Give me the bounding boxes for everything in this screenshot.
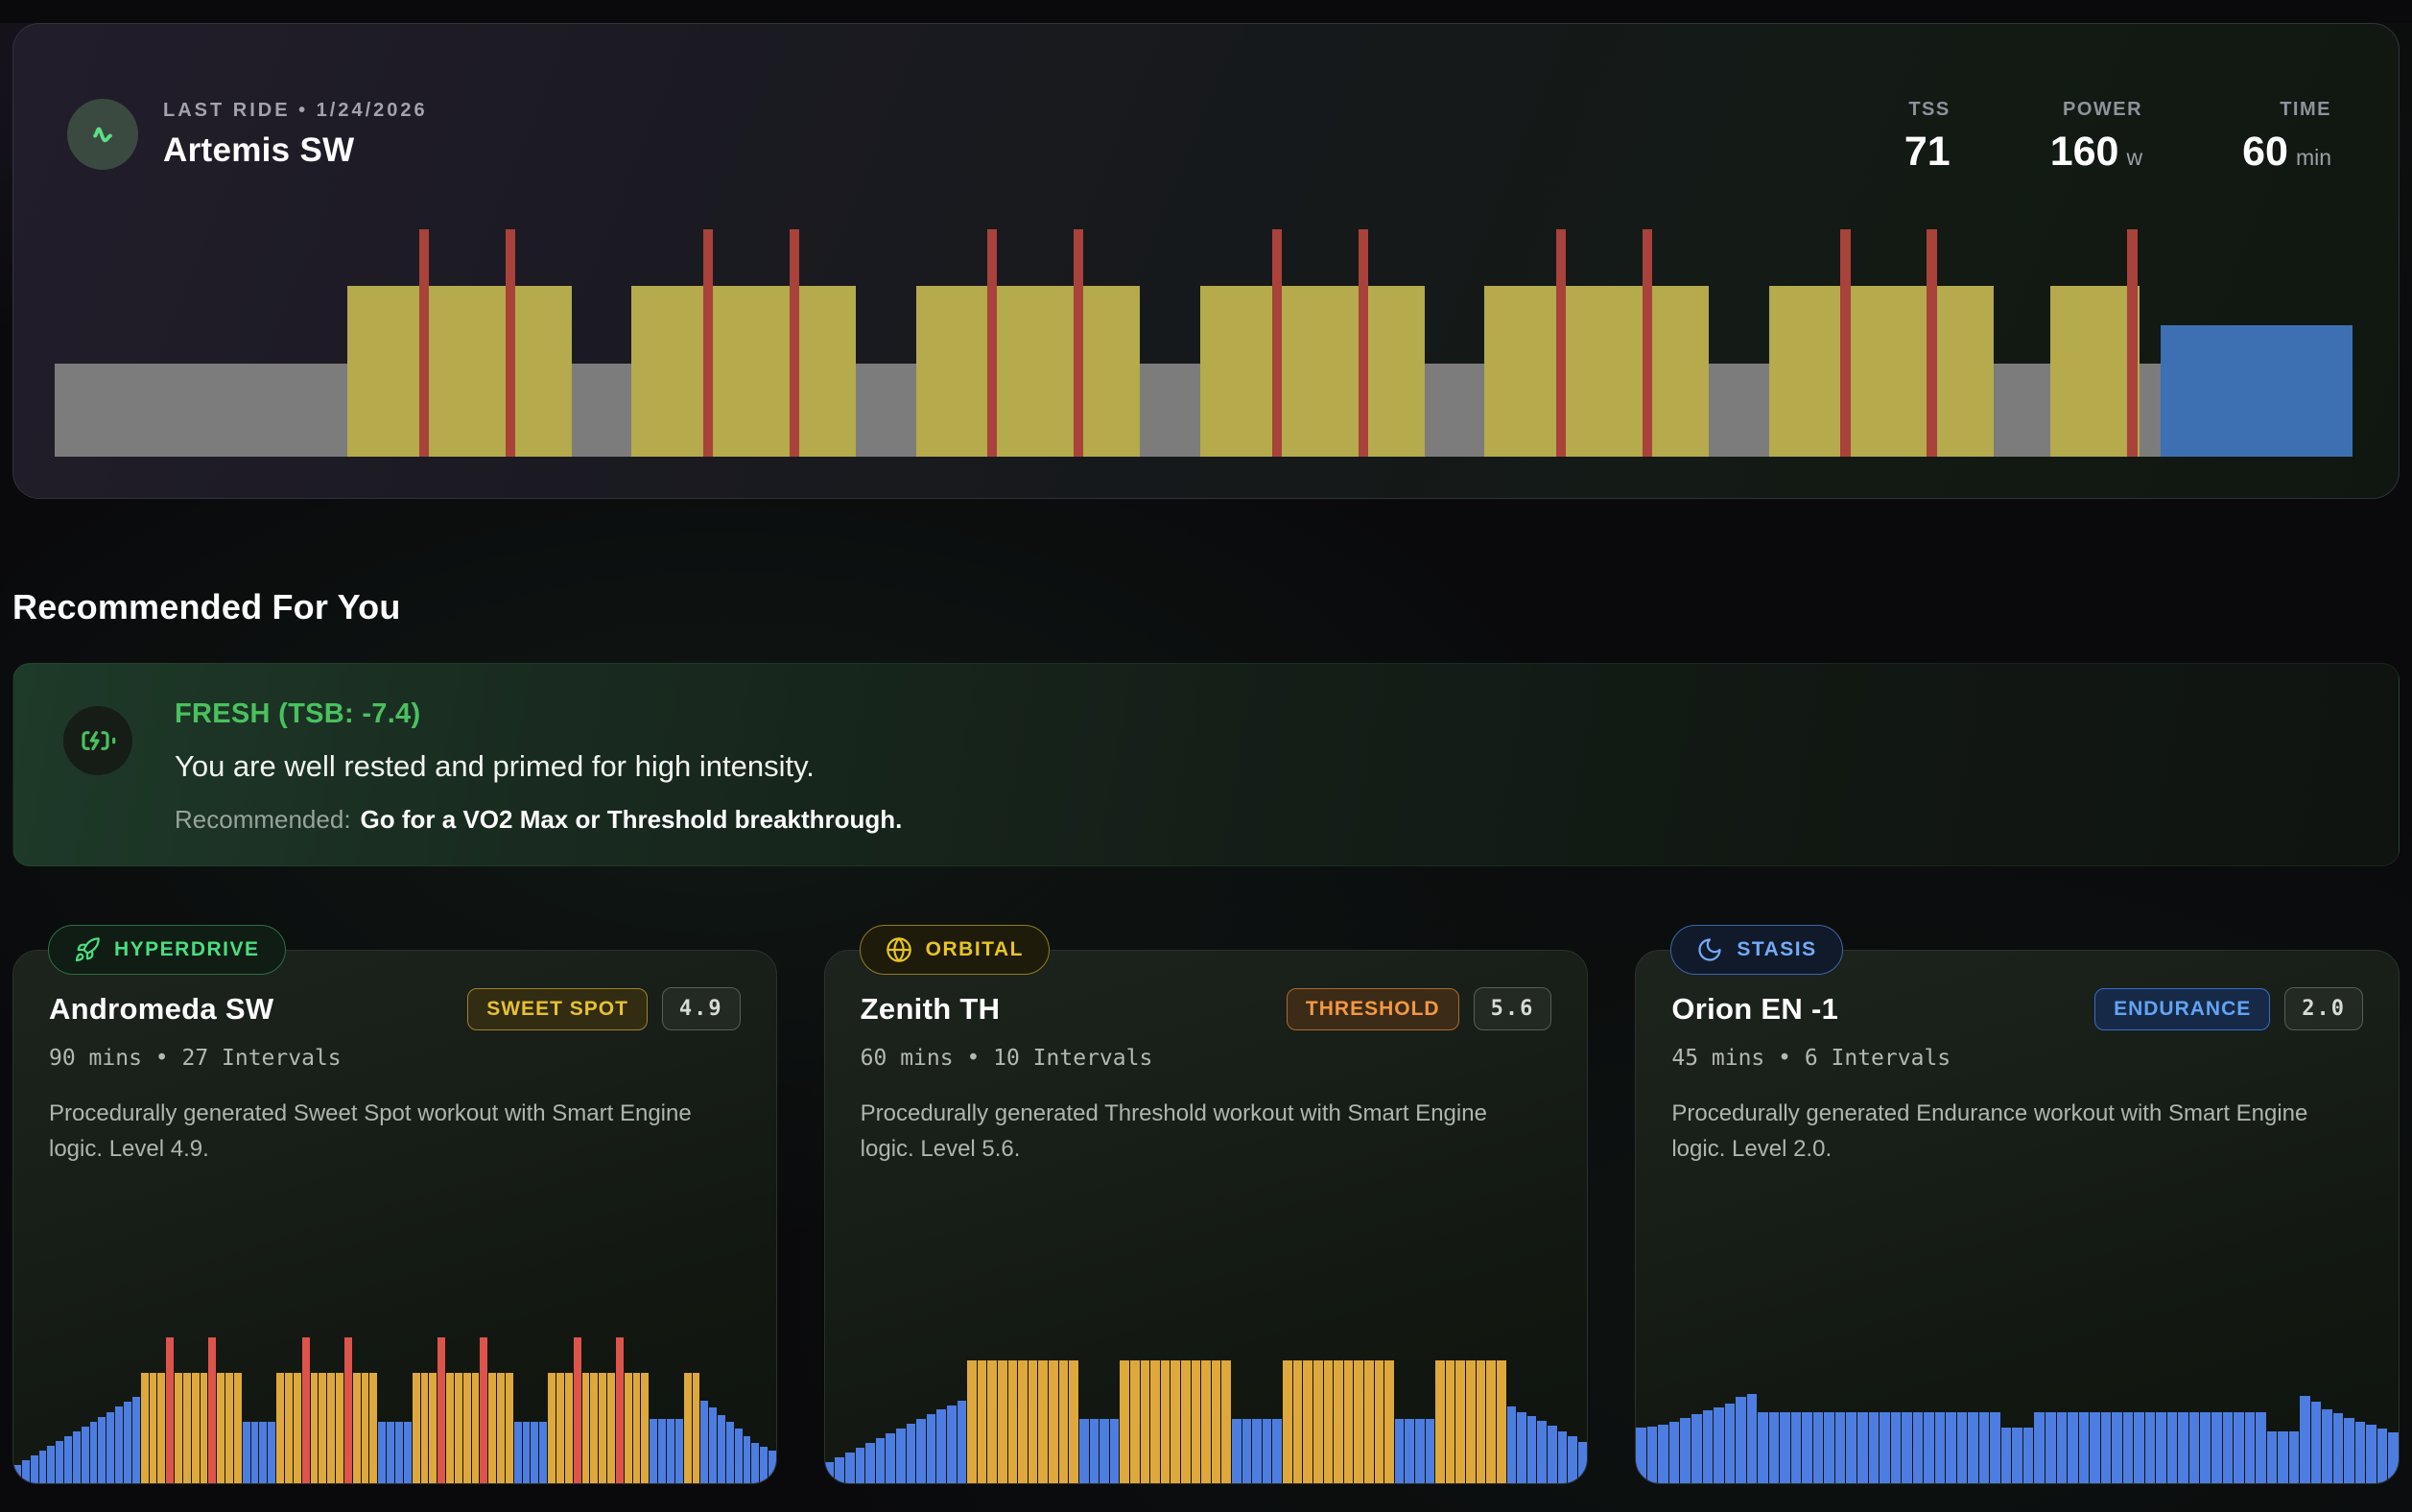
workout-card-zenith: ORBITAL Zenith TH THRESHOLD 5.6 60 mins … xyxy=(823,925,1589,1484)
zone-badge: THRESHOLD xyxy=(1286,987,1459,1030)
last-ride-eyebrow: LAST RIDE • 1/24/2026 xyxy=(163,99,428,121)
last-ride-card[interactable]: LAST RIDE • 1/24/2026 Artemis SW TSS 71 … xyxy=(12,23,2400,499)
workout-card-andromeda: HYPERDRIVE Andromeda SW SWEET SPOT 4.9 9… xyxy=(12,925,777,1484)
workout-meta: 45 mins • 6 Intervals xyxy=(1671,1046,1951,1071)
workout-title: Orion EN -1 xyxy=(1671,991,1839,1026)
workout-description: Procedurally generated Sweet Spot workou… xyxy=(49,1100,692,1163)
last-ride-workout-profile-chart xyxy=(55,229,2357,457)
workout-description: Procedurally generated Threshold workout… xyxy=(860,1100,1487,1163)
recommendation-label: Recommended: xyxy=(175,805,351,834)
recommended-workouts-row: HYPERDRIVE Andromeda SW SWEET SPOT 4.9 9… xyxy=(12,925,2400,1484)
workout-title: Andromeda SW xyxy=(49,991,274,1026)
freshness-advice-banner: FRESH (TSB: -7.4) You are well rested an… xyxy=(12,663,2400,866)
tag-label: HYPERDRIVE xyxy=(114,938,260,960)
difficulty-badge: 2.0 xyxy=(2284,987,2364,1030)
activity-icon xyxy=(67,99,138,170)
zone-badge: ENDURANCE xyxy=(2094,987,2271,1030)
workout-title: Zenith TH xyxy=(860,991,1001,1026)
workout-meta: 90 mins • 27 Intervals xyxy=(49,1046,342,1071)
last-ride-title: Artemis SW xyxy=(163,130,355,169)
last-ride-stats: TSS 71 POWER 160 w TIME 60 min xyxy=(1904,99,2345,176)
workout-profile-mini-chart xyxy=(824,1330,1588,1483)
workout-card[interactable]: Orion EN -1 ENDURANCE 2.0 45 mins • 6 In… xyxy=(1635,950,2400,1484)
tag-orbital: ORBITAL xyxy=(859,925,1050,975)
tag-label: ORBITAL xyxy=(925,938,1024,960)
tag-label: STASIS xyxy=(1737,938,1817,960)
difficulty-badge: 4.9 xyxy=(661,987,741,1030)
stat-tss: TSS 71 xyxy=(1904,99,1951,175)
workout-card[interactable]: Zenith TH THRESHOLD 5.6 60 mins • 10 Int… xyxy=(823,950,1589,1484)
workout-description: Procedurally generated Endurance workout… xyxy=(1671,1100,2308,1163)
battery-charging-icon xyxy=(63,706,132,775)
zone-badge: SWEET SPOT xyxy=(467,987,648,1030)
globe-icon xyxy=(886,936,912,963)
stat-power: POWER 160 w xyxy=(2049,99,2143,175)
workout-profile-mini-chart xyxy=(13,1330,776,1483)
freshness-message: You are well rested and primed for high … xyxy=(175,749,815,783)
tag-stasis: STASIS xyxy=(1670,925,1843,975)
section-title: Recommended For You xyxy=(12,587,401,626)
workout-card[interactable]: Andromeda SW SWEET SPOT 4.9 90 mins • 27… xyxy=(12,950,777,1484)
workout-profile-mini-chart xyxy=(1636,1330,2399,1483)
tag-hyperdrive: HYPERDRIVE xyxy=(48,925,286,975)
workout-card-orion: STASIS Orion EN -1 ENDURANCE 2.0 45 mins… xyxy=(1635,925,2400,1484)
moon-icon xyxy=(1696,936,1723,963)
freshness-recommendation: Recommended: Go for a VO2 Max or Threshol… xyxy=(175,805,902,835)
freshness-status: FRESH (TSB: -7.4) xyxy=(175,698,421,729)
difficulty-badge: 5.6 xyxy=(1473,987,1552,1030)
stat-time: TIME 60 min xyxy=(2242,99,2331,175)
workout-meta: 60 mins • 10 Intervals xyxy=(860,1046,1153,1071)
recommendation-text: Go for a VO2 Max or Threshold breakthrou… xyxy=(360,805,903,834)
last-ride-header: LAST RIDE • 1/24/2026 Artemis SW TSS 71 … xyxy=(13,24,2399,176)
rocket-icon xyxy=(74,936,101,963)
